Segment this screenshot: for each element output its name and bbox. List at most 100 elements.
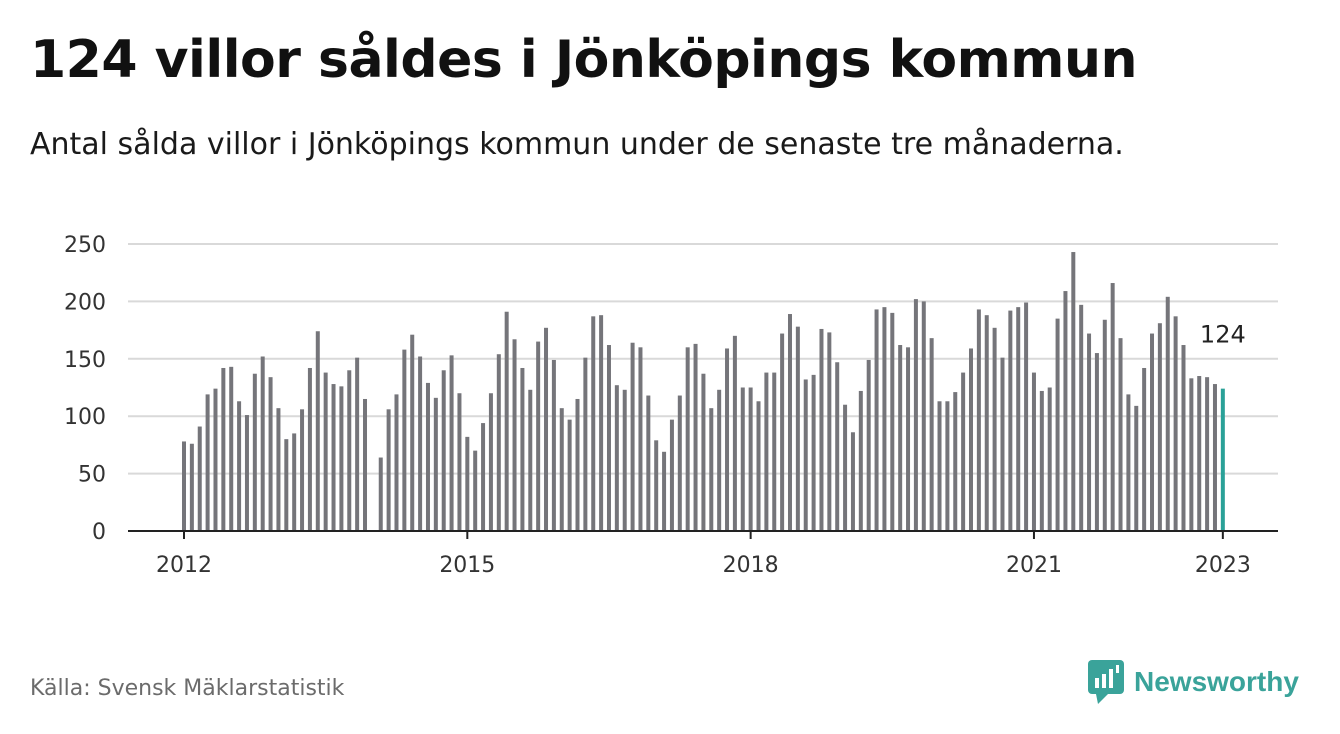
bar xyxy=(913,299,918,531)
bar xyxy=(662,451,667,531)
bar xyxy=(1024,302,1029,531)
bar xyxy=(378,457,383,531)
bar xyxy=(937,401,942,531)
bar xyxy=(1063,291,1068,531)
bar xyxy=(622,389,627,531)
bar xyxy=(488,393,493,531)
bar xyxy=(945,401,950,531)
bar xyxy=(1118,338,1123,531)
bar xyxy=(1055,318,1060,531)
bar xyxy=(1047,387,1052,531)
bar xyxy=(929,338,934,531)
bar xyxy=(693,343,698,531)
brand-name: Newsworthy xyxy=(1134,666,1299,697)
bar xyxy=(906,347,911,531)
chart-subtitle: Antal sålda villor i Jönköpings kommun u… xyxy=(30,127,1124,162)
bar xyxy=(709,408,714,531)
bar xyxy=(1165,296,1170,531)
bar xyxy=(780,333,785,531)
bar xyxy=(748,387,753,531)
bar xyxy=(481,423,486,531)
source-note: Källa: Svensk Mäklarstatistik xyxy=(30,676,345,701)
bar xyxy=(795,326,800,531)
bar xyxy=(890,312,895,531)
bar xyxy=(984,315,989,531)
bar xyxy=(1212,384,1217,531)
bar xyxy=(1008,310,1013,531)
bar xyxy=(1094,353,1099,531)
newsworthy-logo: Newsworthy xyxy=(1088,660,1299,704)
bar xyxy=(1157,323,1162,531)
bar xyxy=(606,345,611,531)
bar xyxy=(425,382,430,531)
bar xyxy=(347,370,352,531)
bar xyxy=(1173,316,1178,531)
y-tick-label: 250 xyxy=(64,233,106,258)
bar xyxy=(764,372,769,531)
bar xyxy=(1205,377,1210,531)
bar xyxy=(583,357,588,531)
y-tick-label: 50 xyxy=(78,463,106,488)
bar xyxy=(244,415,249,531)
bar xyxy=(402,349,407,531)
bar xyxy=(473,450,478,531)
bar xyxy=(1150,333,1155,531)
bar xyxy=(740,387,745,531)
bar xyxy=(1071,252,1076,531)
bar xyxy=(843,404,848,531)
bar xyxy=(315,331,320,531)
bar xyxy=(457,393,462,531)
bar xyxy=(787,314,792,531)
bar xyxy=(756,401,761,531)
bar xyxy=(394,394,399,531)
bar xyxy=(339,386,344,531)
bar xyxy=(953,392,958,531)
y-tick-label: 150 xyxy=(64,348,106,373)
x-tick-label: 2023 xyxy=(1195,553,1251,578)
bar xyxy=(835,362,840,531)
bar xyxy=(418,356,423,531)
y-tick-label: 100 xyxy=(64,405,106,430)
bar xyxy=(677,395,682,531)
bar xyxy=(599,315,604,531)
bar xyxy=(1126,394,1131,531)
bar xyxy=(591,316,596,531)
bar xyxy=(827,332,832,531)
bar xyxy=(551,359,556,531)
bar-chart: 0 50 100 150 200 250 2012 2015 2018 2021 2023 124 xyxy=(64,233,1278,578)
bar xyxy=(1031,372,1036,531)
x-tick-label: 2018 xyxy=(723,553,779,578)
bar xyxy=(1102,319,1107,531)
bar xyxy=(772,372,777,531)
bar xyxy=(646,395,651,531)
bar xyxy=(976,309,981,531)
bar xyxy=(1016,307,1021,531)
bar xyxy=(717,389,722,531)
bar xyxy=(638,347,643,531)
bar xyxy=(1087,333,1092,531)
bar xyxy=(323,372,328,531)
bar-highlight xyxy=(1220,388,1225,531)
bar xyxy=(189,443,194,531)
x-tick-label: 2021 xyxy=(1006,553,1062,578)
bar xyxy=(536,341,541,531)
x-tick-label: 2012 xyxy=(156,553,212,578)
bar xyxy=(961,372,966,531)
bar xyxy=(811,374,816,531)
bar xyxy=(850,432,855,531)
bar xyxy=(1197,376,1202,531)
bar xyxy=(1142,367,1147,531)
y-tick-label: 0 xyxy=(92,520,106,545)
bar xyxy=(725,348,730,531)
bar xyxy=(355,357,360,531)
bar xyxy=(496,354,501,531)
bar xyxy=(182,441,186,531)
newsworthy-logo-icon xyxy=(1088,660,1124,704)
bar xyxy=(1079,304,1084,531)
highlight-value-label: 124 xyxy=(1200,321,1246,349)
bar xyxy=(1039,390,1044,531)
bar xyxy=(1000,357,1005,531)
bar xyxy=(874,309,879,531)
bar xyxy=(898,345,903,531)
bar xyxy=(300,409,305,531)
